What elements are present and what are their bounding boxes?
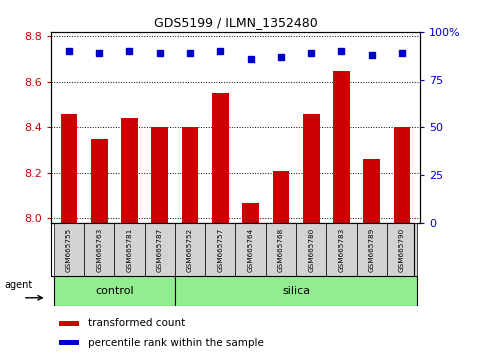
Text: control: control <box>95 286 134 296</box>
Point <box>95 50 103 56</box>
Text: GSM665763: GSM665763 <box>96 228 102 272</box>
Bar <box>296 223 327 276</box>
Point <box>398 50 406 56</box>
Bar <box>205 223 236 276</box>
Point <box>156 50 164 56</box>
Bar <box>175 276 417 306</box>
Bar <box>54 223 84 276</box>
Bar <box>54 276 175 306</box>
Point <box>216 48 224 54</box>
Text: silica: silica <box>282 286 310 296</box>
Bar <box>91 139 108 223</box>
Text: GSM665757: GSM665757 <box>217 228 223 272</box>
Title: GDS5199 / ILMN_1352480: GDS5199 / ILMN_1352480 <box>154 16 317 29</box>
Text: GSM665790: GSM665790 <box>399 228 405 272</box>
Text: GSM665755: GSM665755 <box>66 228 72 272</box>
Text: GSM665787: GSM665787 <box>157 228 163 272</box>
Text: GSM665752: GSM665752 <box>187 228 193 272</box>
Bar <box>236 223 266 276</box>
Bar <box>182 127 199 223</box>
Text: agent: agent <box>4 280 32 290</box>
Bar <box>394 127 411 223</box>
Point <box>368 52 376 58</box>
Bar <box>363 159 380 223</box>
Text: transformed count: transformed count <box>88 318 185 329</box>
Bar <box>242 202 259 223</box>
Bar <box>387 223 417 276</box>
Text: GSM665781: GSM665781 <box>127 228 132 272</box>
Bar <box>121 118 138 223</box>
Point <box>126 48 133 54</box>
Bar <box>175 223 205 276</box>
Bar <box>151 127 168 223</box>
Text: GSM665783: GSM665783 <box>339 228 344 272</box>
Text: GSM665780: GSM665780 <box>308 228 314 272</box>
Bar <box>60 114 77 223</box>
Point <box>338 48 345 54</box>
Text: GSM665768: GSM665768 <box>278 228 284 272</box>
Point <box>247 56 255 62</box>
Point <box>277 54 285 59</box>
Bar <box>266 223 296 276</box>
Bar <box>114 223 144 276</box>
Bar <box>303 114 320 223</box>
Bar <box>272 171 289 223</box>
Bar <box>59 340 79 346</box>
Point <box>307 50 315 56</box>
Bar <box>144 223 175 276</box>
Bar <box>212 93 228 223</box>
Bar <box>356 223 387 276</box>
Bar <box>327 223 356 276</box>
Bar <box>59 321 79 326</box>
Text: GSM665789: GSM665789 <box>369 228 375 272</box>
Bar <box>84 223 114 276</box>
Point <box>65 48 73 54</box>
Text: GSM665764: GSM665764 <box>248 228 254 272</box>
Bar <box>333 70 350 223</box>
Point <box>186 50 194 56</box>
Text: percentile rank within the sample: percentile rank within the sample <box>88 337 264 348</box>
